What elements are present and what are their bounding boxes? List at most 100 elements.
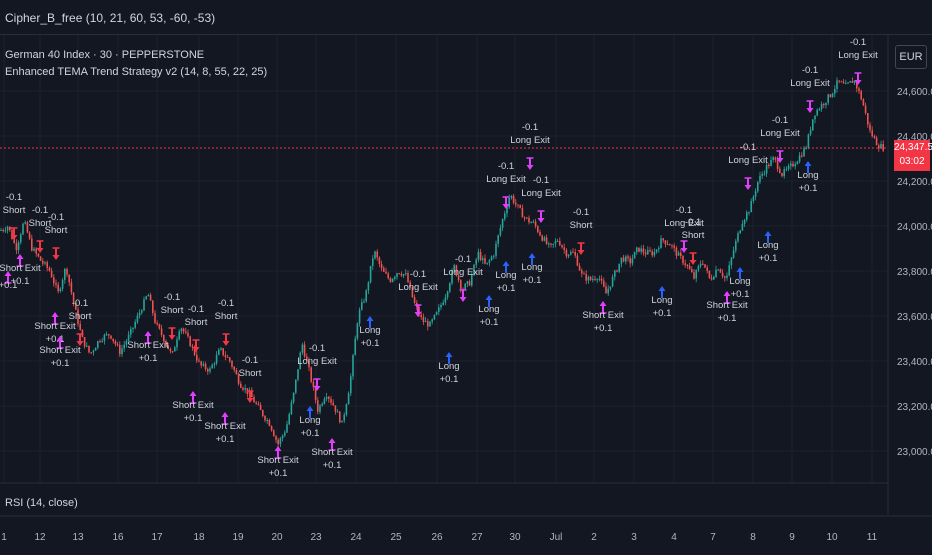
rsi-pane-label[interactable]: RSI (14, close) [5, 497, 78, 509]
candle-body [198, 360, 200, 362]
candle-body [530, 222, 532, 224]
trade-signal-short: -0.1 Short [570, 207, 593, 255]
candle-body [290, 402, 293, 415]
trade-signal-short: -0.1 Short [215, 298, 238, 346]
candle-body [429, 321, 431, 327]
candle-body [781, 173, 783, 177]
signal-arrowhead [744, 185, 752, 190]
candle-body [130, 328, 132, 335]
trade-signal-exit: Short Exit +0.1 [34, 312, 76, 345]
candle-body [453, 265, 455, 271]
candle-body [387, 273, 389, 279]
x-tick-label: 2 [591, 532, 597, 543]
candle-body [521, 207, 524, 218]
candle-body [660, 238, 662, 249]
candle-body [215, 354, 218, 364]
trade-signal-long: Long +0.1 [438, 352, 460, 385]
trade-signal-lexit: -0.1 Long Exit [838, 37, 878, 85]
signal-label: +0.1 [480, 317, 499, 328]
candle-body [878, 145, 880, 149]
candle-body [523, 217, 526, 219]
candle-body [820, 104, 823, 110]
candle-body [845, 83, 847, 85]
currency-button[interactable]: EUR [895, 45, 927, 69]
signal-arrowhead [854, 80, 862, 85]
candle-body [446, 291, 449, 298]
signal-arrowhead [51, 312, 59, 317]
candle-body [671, 245, 673, 247]
candle-body [803, 148, 805, 157]
y-tick-label: 24,400.0 [897, 132, 932, 143]
candle-body [697, 266, 700, 271]
last-price-tag: 24,347.5 03:02 [894, 140, 932, 171]
strategy-title[interactable]: Enhanced TEMA Trend Strategy v2 (14, 8, … [5, 66, 268, 78]
candle-body [548, 243, 550, 245]
candle-body [26, 222, 29, 233]
signal-label: -0.1 [164, 292, 180, 303]
candle-body [169, 349, 172, 352]
candle-body [121, 348, 123, 355]
candle-body [57, 284, 59, 292]
candle-body [444, 297, 447, 303]
candle-body [292, 392, 295, 403]
candle-body [389, 278, 392, 282]
candle-body [482, 258, 484, 261]
signal-label: Short Exit [706, 300, 748, 311]
candle-body [235, 369, 238, 375]
candle-body [572, 251, 574, 253]
candle-body [842, 81, 845, 84]
signal-label: -0.1 [772, 115, 788, 126]
trade-signal-exit: Short Exit +0.1 [0, 254, 41, 287]
signal-label: Long [359, 325, 380, 336]
signal-label: Long [495, 270, 516, 281]
candle-body [864, 105, 867, 114]
candle-body [772, 157, 774, 161]
y-tick-label: 24,600.0 [897, 87, 932, 98]
signal-label: Long [299, 415, 320, 426]
x-tick-label: 19 [232, 532, 244, 543]
candle-body [798, 155, 801, 162]
candle-body [609, 286, 612, 289]
signal-arrowhead [4, 271, 12, 276]
candle-body [776, 159, 779, 169]
candle-body [132, 327, 134, 329]
candle-body [70, 282, 73, 293]
candle-body [457, 275, 460, 281]
symbol-title[interactable]: German 40 Index · 30 · PEPPERSTONE [5, 49, 205, 61]
candle-body [22, 223, 24, 235]
candle-body [853, 80, 856, 83]
x-tick-label: 26 [431, 532, 443, 543]
signal-label: Short Exit [311, 447, 353, 458]
candle-body [475, 259, 477, 265]
candle-body [350, 376, 352, 394]
candle-body [178, 331, 180, 340]
candle-body [407, 273, 409, 283]
candle-body [647, 250, 649, 255]
candle-body [200, 361, 202, 366]
candle-body [37, 253, 40, 257]
signal-label: Long Exit [398, 282, 438, 293]
candle-body [356, 323, 359, 339]
candle-body [321, 403, 323, 406]
candle-body [295, 379, 297, 393]
candle-body [532, 221, 535, 223]
cipher-indicator-label[interactable]: Cipher_B_free (10, 21, 60, 53, -60, -53) [5, 11, 216, 25]
y-tick-label: 24,000.0 [897, 222, 932, 233]
chart-area[interactable]: -0.1 Short -0.1 Short -0.1 Short Short Exit +0.… [0, 35, 932, 550]
candle-body [598, 278, 601, 280]
candle-body [640, 248, 642, 252]
candle-body [127, 334, 130, 342]
candle-body [794, 164, 796, 167]
candle-body [499, 227, 502, 236]
candle-body [834, 88, 836, 94]
candle-body [413, 297, 416, 303]
signal-label: +0.1 [0, 280, 17, 291]
candle-body [101, 340, 103, 342]
candle-body [158, 324, 161, 329]
candle-body [233, 366, 235, 370]
candle-body [143, 299, 145, 311]
candle-body [732, 250, 735, 258]
x-tick-label: 7 [710, 532, 716, 543]
